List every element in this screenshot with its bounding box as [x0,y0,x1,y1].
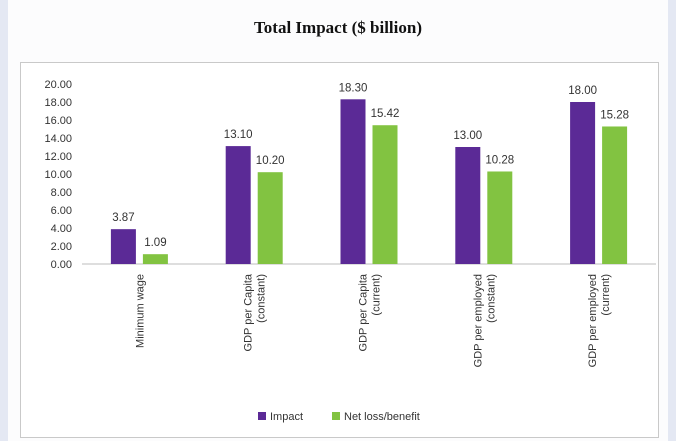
y-tick-label: 2.00 [51,241,72,253]
data-label: 10.20 [256,155,285,167]
bar-impact [455,147,481,264]
bar-net [487,171,513,264]
legend: Impact Net loss/benefit [258,411,420,423]
bar-net [602,126,628,264]
x-axis-categories: Minimum wage GDP per Capita (constant) GDP … [134,273,612,367]
y-tick-label: 20.00 [44,79,72,91]
category-label-line: GDP per employed [587,274,599,367]
category-label: Minimum wage [134,274,146,348]
legend-swatch [332,412,340,420]
bars [110,99,628,264]
bar-impact [570,102,596,264]
category-label-line: Minimum wage [134,274,146,348]
data-label: 18.30 [339,82,368,94]
data-label: 15.42 [371,108,400,120]
bar-net [142,254,168,264]
y-tick-label: 4.00 [51,223,72,235]
data-label: 15.28 [600,109,629,121]
category-label: GDP per Capita (constant) [243,273,268,351]
bar-net [257,172,283,264]
data-label: 1.09 [144,237,166,249]
category-label-line: GDP per Capita [243,273,255,351]
category-label-line: (current) [371,274,383,316]
y-tick-label: 10.00 [44,169,72,181]
bar-net [372,125,398,264]
y-tick-label: 0.00 [51,259,72,271]
y-tick-label: 12.00 [44,151,72,163]
data-label: 10.28 [485,154,514,166]
category-label-line: (current) [600,274,612,316]
legend-label: Impact [270,411,303,423]
category-label-line: GDP per Capita [358,273,370,351]
data-label: 3.87 [112,212,134,224]
category-label: GDP per Capita (current) [358,273,383,351]
bar-impact [340,99,366,264]
category-label-line: (constant) [256,274,268,323]
y-tick-label: 18.00 [44,97,72,109]
y-tick-label: 16.00 [44,115,72,127]
data-label: 18.00 [568,85,597,97]
data-label: 13.00 [453,130,482,142]
category-label-line: GDP per employed [472,274,484,367]
category-label: GDP per employed (constant) [472,274,497,367]
bar-impact [110,229,136,264]
y-tick-label: 6.00 [51,205,72,217]
legend-swatch [258,412,266,420]
y-axis: 0.00 2.00 4.00 6.00 8.00 10.00 12.00 14.00 16.00… [44,79,656,271]
y-tick-label: 8.00 [51,187,72,199]
bar-impact [225,146,251,264]
data-label: 13.10 [224,129,253,141]
legend-label: Net loss/benefit [344,411,420,423]
category-label: GDP per employed (current) [587,274,612,367]
chart-title: Total Impact ($ billion) [254,18,422,37]
category-label-line: (constant) [485,274,497,323]
y-tick-label: 14.00 [44,133,72,145]
